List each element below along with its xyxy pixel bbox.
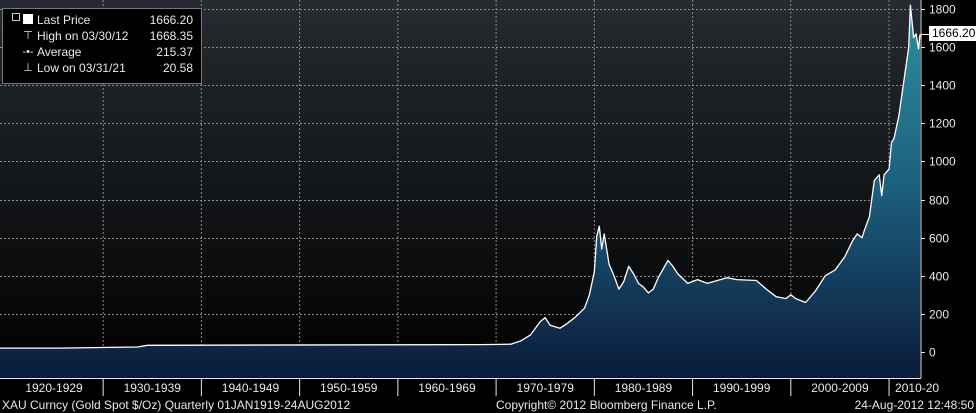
y-tick-label: 1600 xyxy=(929,41,956,55)
legend-average-label: Average xyxy=(37,45,82,59)
legend-low-value: 20.58 xyxy=(162,61,193,75)
legend-high-label: High on 03/30/12 xyxy=(37,29,129,43)
y-tick-label: 1200 xyxy=(929,117,956,131)
y-tick-label: 800 xyxy=(929,194,949,208)
legend-low-label: Low on 03/31/21 xyxy=(37,61,126,75)
footer-timestamp: 24-Aug-2012 12:48:50 xyxy=(854,398,974,412)
legend-high-value: 1668.35 xyxy=(149,29,193,43)
x-tick-label: 2000-2009 xyxy=(811,381,869,395)
legend-last-label: Last Price xyxy=(37,13,91,27)
legend-collapse-icon[interactable] xyxy=(12,13,20,21)
y-tick-label: 400 xyxy=(929,270,949,284)
x-tick-label: 1930-1939 xyxy=(124,381,182,395)
footer-bar: XAU Curncy (Gold Spot $/Oz) Quarterly 01… xyxy=(0,397,976,413)
footer-copyright: Copyright© 2012 Bloomberg Finance L.P. xyxy=(496,398,717,412)
y-tick-label: 1400 xyxy=(929,79,956,93)
y-tick-label: 200 xyxy=(929,308,949,322)
x-axis: 1920-1929 1930-1939 1940-1949 1950-1959 1960… xyxy=(0,378,939,396)
legend-row-high: ⊤ High on 03/30/12 1668.35 xyxy=(3,28,199,44)
y-tick-label: 600 xyxy=(929,232,949,246)
x-tick-label: 1920-1929 xyxy=(25,381,83,395)
x-tick-label: 1940-1949 xyxy=(222,381,280,395)
x-tick-label: 1990-1999 xyxy=(713,381,771,395)
x-tick-label: 1960-1969 xyxy=(418,381,476,395)
legend-row-low: ⊥ Low on 03/31/21 20.58 xyxy=(3,60,199,76)
x-tick-label: 1950-1959 xyxy=(320,381,378,395)
high-marker-icon: ⊤ xyxy=(23,30,33,42)
y-axis: 0 200 400 600 800 1000 1200 1400 1600 1800 xyxy=(920,0,956,378)
price-area-fill xyxy=(0,5,920,378)
y-tick-label: 1800 xyxy=(929,3,956,17)
x-tick-label: 2010-20 xyxy=(895,381,939,395)
x-tick-label: 1980-1989 xyxy=(615,381,673,395)
price-line xyxy=(0,4,921,349)
series-gold-price xyxy=(0,4,921,378)
legend-average-value: 215.37 xyxy=(156,45,193,59)
y-tick-label: 1000 xyxy=(929,155,956,169)
last-price-tag: 1666.20 xyxy=(929,26,976,41)
footer-security-info: XAU Curncy (Gold Spot $/Oz) Quarterly 01… xyxy=(2,398,351,412)
legend: Last Price 1666.20 ⊤ High on 03/30/12 16… xyxy=(2,8,202,84)
low-marker-icon: ⊥ xyxy=(23,62,33,74)
white-square-icon xyxy=(21,12,35,28)
legend-row-last: Last Price 1666.20 xyxy=(3,12,199,28)
y-tick-label: 0 xyxy=(929,346,936,360)
average-marker-icon: -•- xyxy=(22,46,34,58)
legend-last-value: 1666.20 xyxy=(149,13,193,27)
legend-row-average: -•- Average 215.37 xyxy=(3,44,199,60)
x-tick-label: 1970-1979 xyxy=(517,381,575,395)
